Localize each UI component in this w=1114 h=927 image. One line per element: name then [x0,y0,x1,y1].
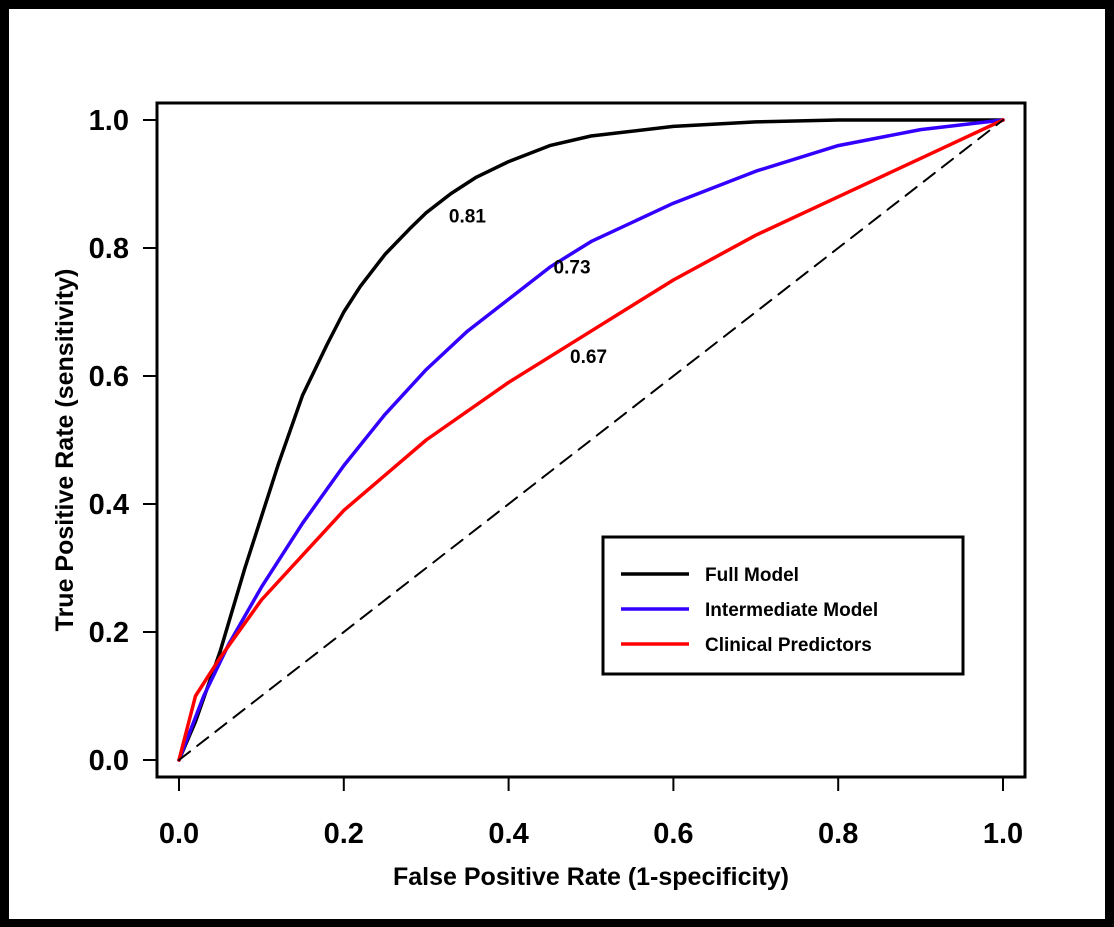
plot-area-border [155,101,1027,779]
y-axis-title: True Positive Rate (sensitivity) [51,269,79,632]
x-tick-label: 0.4 [488,818,528,850]
series-layer [177,118,1005,762]
x-axis-title: False Positive Rate (1-specificity) [393,863,789,891]
chart-frame: 0.0 0.2 0.4 0.6 0.8 1.0 0.0 0.2 0.4 0.6 0.8 1.0 0.8… [9,9,1105,919]
legend-box [601,535,965,676]
y-tick-label: 0.8 [89,233,129,265]
x-tick-label: 0.6 [653,818,693,850]
legend-label-intermediate-model: Intermediate Model [705,600,878,621]
y-tick-label: 1.0 [89,105,129,137]
x-tick-label: 0.8 [818,818,858,850]
auc-annotation: 0.81 [449,206,486,227]
legend: Full Model Intermediate Model Clinical Pre… [601,535,965,676]
auc-annotation: 0.73 [554,258,591,279]
roc-chart: 0.0 0.2 0.4 0.6 0.8 1.0 0.0 0.2 0.4 0.6 0.8 1.0 0.8… [51,101,1027,891]
y-tick-label: 0.2 [89,617,129,649]
x-tick-label: 1.0 [983,818,1023,850]
legend-label-full-model: Full Model [705,565,799,586]
legend-label-clinical-predictors: Clinical Predictors [705,635,872,656]
series-line-intermediate-model [177,118,1005,762]
y-tick-label: 0.6 [89,361,129,393]
reference-diagonal-line [178,119,1004,761]
y-tick-label: 0.4 [89,489,129,521]
series-line-clinical-predictors [177,118,1005,762]
annotation-layer: 0.81 0.73 0.67 [449,206,607,368]
auc-annotation: 0.67 [570,347,607,368]
x-tick-label: 0.0 [159,818,199,850]
x-tick-label: 0.2 [324,818,364,850]
series-line-full-model [177,118,1005,762]
y-tick-label: 0.0 [89,745,129,777]
tick-layer: 0.0 0.2 0.4 0.6 0.8 1.0 0.0 0.2 0.4 0.6 0.8 1.0 [89,105,1023,850]
